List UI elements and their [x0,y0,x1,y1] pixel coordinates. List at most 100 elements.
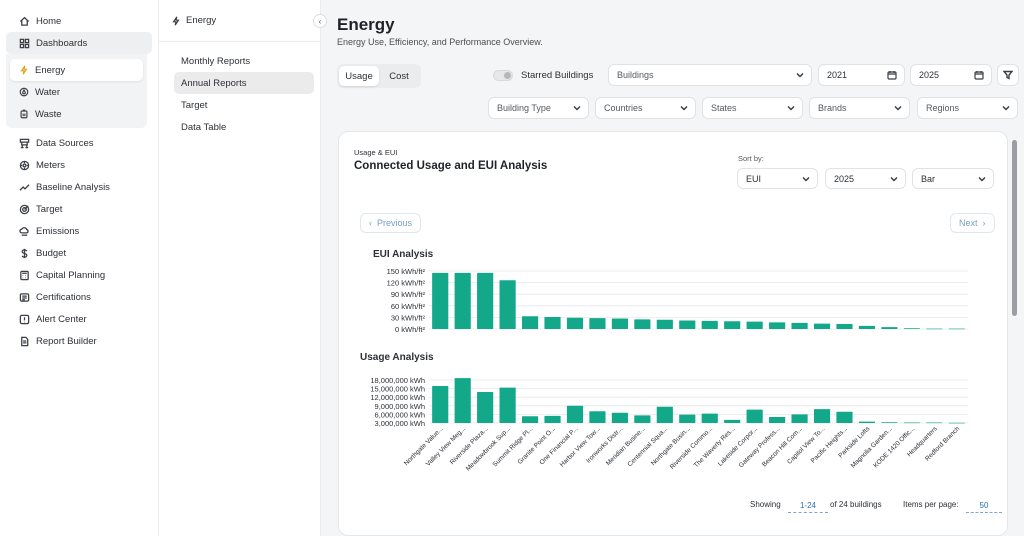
chevron-down-icon [1002,104,1010,112]
toggle-usage[interactable]: Usage [339,66,379,86]
nav-item-dashboards[interactable]: Dashboards [6,32,152,54]
bar [679,320,696,329]
nav-item-label: Budget [36,247,67,259]
bar [589,411,606,423]
regions-value: Regions [926,103,960,113]
nav-item-label: Certifications [36,291,91,303]
subpanel-item-monthly-reports[interactable]: Monthly Reports [181,55,251,67]
regions-select[interactable]: Regions [917,97,1018,119]
bar [858,421,876,423]
chart-type-select[interactable]: Bar [912,168,994,189]
bar [634,319,651,329]
chevron-down-icon [680,104,688,112]
subpanel-item-data-table[interactable]: Data Table [181,121,227,133]
chevron-down-icon [894,104,902,112]
starred-buildings-switch[interactable] [493,70,513,81]
nav-subitem-label: Waste [35,108,62,120]
year-to-select[interactable]: 2025 [910,64,992,86]
year-from-select[interactable]: 2021 [818,64,905,86]
nav-item-budget[interactable]: Budget [6,242,152,264]
chart-type-value: Bar [921,173,936,184]
nav-subitem-water[interactable]: Water [10,81,143,103]
bar [432,385,449,423]
x-category-label: Magnolia Garden... [850,425,894,469]
usage-cost-toggle: Usage Cost [337,64,421,88]
y-tick-label: 6,000,000 kWh [375,410,425,419]
water-drop-icon [18,86,30,98]
filter-button[interactable] [997,64,1019,86]
calculator-icon [18,269,30,281]
nav-subitem-waste[interactable]: Waste [10,103,143,125]
x-category-label: Beacon Hill Com... [761,425,804,468]
nav-subitem-label: Energy [35,64,66,76]
nav-item-capital-planning[interactable]: Capital Planning [6,264,152,286]
subpanel-item-annual-reports[interactable]: Annual Reports [174,72,314,94]
nav-item-target[interactable]: Target [6,198,152,220]
buildings-select[interactable]: Buildings [608,64,812,86]
chevron-left-icon: ‹ [369,218,372,228]
bar [836,411,853,423]
chevron-down-icon [796,71,804,79]
previous-button[interactable]: ‹ Previous [360,213,422,233]
bar [589,318,606,329]
nav-item-label: Meters [36,159,66,171]
x-category-label: Harbor View Tow... [559,425,602,468]
nav-item-meters[interactable]: Meters [6,154,152,176]
x-category-label: Riverside Commo... [669,425,714,470]
alert-icon [18,313,30,325]
bar [521,316,539,329]
items-per-page-select[interactable]: 50 [966,498,1002,513]
meter-icon [18,159,30,171]
nav-item-label: Alert Center [36,313,87,325]
bar [679,414,696,423]
bar [769,417,786,423]
toggle-cost[interactable]: Cost [389,70,409,82]
bar [566,405,584,423]
chevron-down-icon [573,104,581,112]
building-type-value: Building Type [497,103,551,113]
year-to-value: 2025 [919,70,940,80]
sort-metric-select[interactable]: EUI [737,168,818,189]
page-scrollbar[interactable] [1012,140,1017,316]
collapse-sidebar-button[interactable]: ‹ [313,14,327,28]
countries-select[interactable]: Countries [595,97,696,119]
page-range-select[interactable]: 1-24 [788,498,828,513]
nav-item-emissions[interactable]: Emissions [6,220,152,242]
bar [903,328,920,329]
nav-item-certifications[interactable]: Certifications [6,286,152,308]
previous-label: Previous [377,218,413,228]
bin-icon [18,108,30,120]
sort-year-select[interactable]: 2025 [825,168,906,189]
nav-subitem-energy[interactable]: Energy [10,59,143,81]
lightning-icon [172,16,180,25]
bar [521,416,539,423]
bar [566,317,584,329]
states-select[interactable]: States [702,97,803,119]
nav-item-report-builder[interactable]: Report Builder [6,330,152,352]
bar [903,422,920,424]
building-type-select[interactable]: Building Type [488,97,589,119]
y-tick-label: 3,000,000 kWh [375,419,425,428]
certificate-icon [18,291,30,303]
usage-eui-card: Usage & EUI Connected Usage and EUI Anal… [338,131,1008,536]
secondary-sidebar: Energy ‹ Monthly Reports Annual Reports … [159,0,327,536]
nav-item-alert-center[interactable]: Alert Center [6,308,152,330]
nav-item-data-sources[interactable]: Data Sources [6,132,152,154]
chevron-down-icon [802,175,810,183]
bar [858,325,876,329]
charts-area: EUI Analysis 0 kWh/ft² 30 kWh/ft² 60 kWh/ft… [360,249,968,473]
bar [544,317,561,329]
report-icon [18,335,30,347]
next-label: Next [959,218,978,228]
next-button[interactable]: Next › [950,213,995,233]
x-category-label: Northgate Value... [403,425,445,467]
x-category-label: Valley View Meg... [425,425,467,467]
subpanel-item-target[interactable]: Target [181,99,208,111]
bar [701,320,718,329]
nav-item-home[interactable]: Home [6,10,152,32]
bar [791,414,808,423]
bar [611,412,628,423]
nav-item-label: Capital Planning [36,269,106,281]
nav-item-baseline-analysis[interactable]: Baseline Analysis [6,176,152,198]
brands-select[interactable]: Brands [809,97,910,119]
